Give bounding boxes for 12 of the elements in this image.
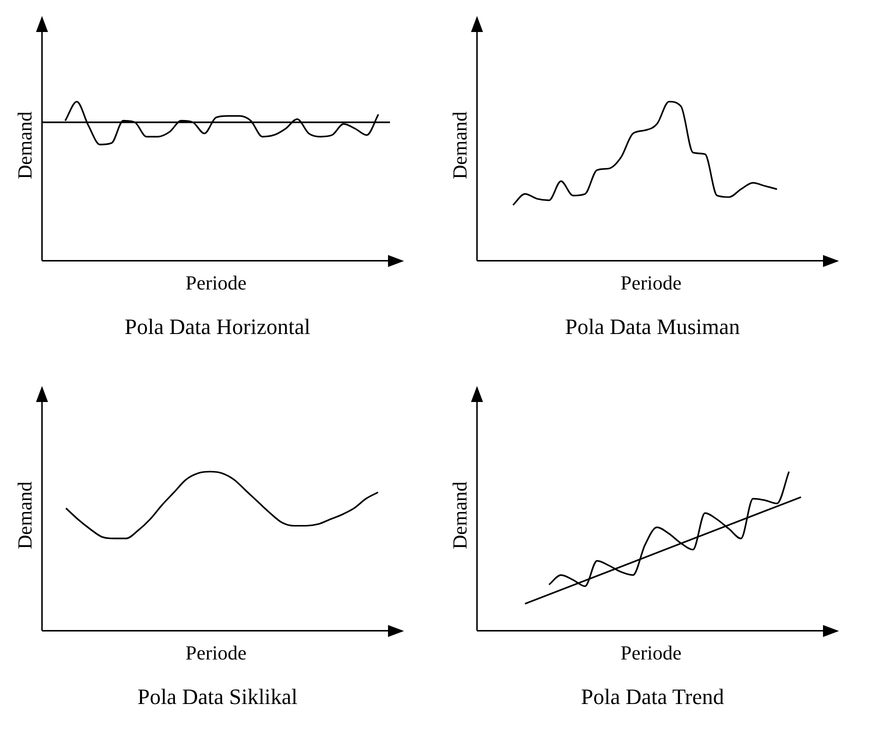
y-axis-title: Demand xyxy=(14,112,36,180)
y-axis-title: Demand xyxy=(449,112,472,180)
x-axis-title: Periode xyxy=(620,272,682,294)
y-axis-title: Demand xyxy=(449,482,472,550)
x-axis-title: Periode xyxy=(620,642,682,664)
text: Pola Data Horizontal xyxy=(124,314,312,340)
text: Pola Data Musiman xyxy=(564,314,741,340)
y-axis-title: Demand xyxy=(14,482,36,550)
x-axis-title: Periode xyxy=(185,642,247,664)
x-axis-title: Periode xyxy=(185,272,247,294)
text: Pola Data Siklikal xyxy=(136,684,299,710)
text: Pola Data Trend xyxy=(580,684,725,710)
